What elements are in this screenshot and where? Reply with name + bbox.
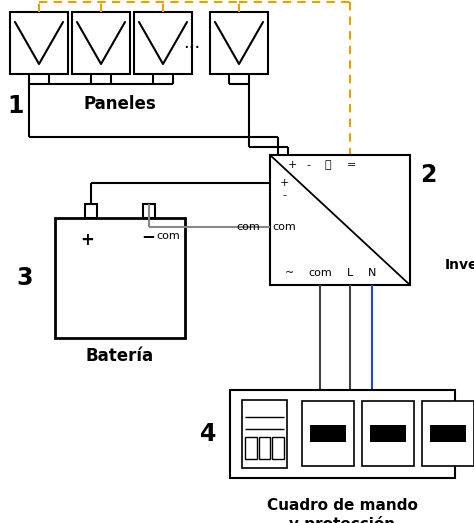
Bar xyxy=(422,401,474,466)
Bar xyxy=(302,401,354,466)
Text: -: - xyxy=(306,160,310,170)
Bar xyxy=(143,204,155,218)
Bar xyxy=(273,437,284,459)
Bar xyxy=(259,437,270,459)
Text: Inversor: Inversor xyxy=(445,258,474,272)
Text: Batería: Batería xyxy=(86,347,154,365)
Bar xyxy=(55,218,185,338)
Text: ...: ... xyxy=(183,34,201,52)
Text: com: com xyxy=(156,231,180,241)
Bar xyxy=(270,155,410,285)
Bar xyxy=(242,400,287,468)
Bar xyxy=(362,401,414,466)
Bar xyxy=(72,12,130,74)
Text: com: com xyxy=(308,268,332,278)
Bar xyxy=(230,390,455,478)
Text: -: - xyxy=(282,190,286,200)
Text: com: com xyxy=(272,222,296,232)
Bar xyxy=(310,425,346,442)
Bar xyxy=(370,425,406,442)
Bar xyxy=(245,437,256,459)
Text: +: + xyxy=(81,231,94,249)
Bar xyxy=(10,12,68,74)
Text: ⏚: ⏚ xyxy=(325,160,331,170)
Text: com: com xyxy=(236,222,260,232)
Bar xyxy=(85,204,97,218)
Text: +: + xyxy=(287,160,297,170)
Text: Paneles: Paneles xyxy=(83,95,156,113)
Text: Cuadro de mando
y protección: Cuadro de mando y protección xyxy=(267,498,418,523)
Text: +: + xyxy=(279,178,289,188)
Text: 2: 2 xyxy=(420,163,436,187)
Text: N: N xyxy=(368,268,376,278)
Text: L: L xyxy=(347,268,353,278)
Text: 1: 1 xyxy=(8,94,24,118)
Text: ~: ~ xyxy=(285,268,295,278)
Text: 4: 4 xyxy=(200,422,216,446)
Bar xyxy=(430,425,466,442)
Text: −: − xyxy=(142,227,155,245)
Text: 3: 3 xyxy=(17,266,33,290)
Bar xyxy=(210,12,268,74)
Text: =: = xyxy=(347,160,357,170)
Bar xyxy=(134,12,192,74)
